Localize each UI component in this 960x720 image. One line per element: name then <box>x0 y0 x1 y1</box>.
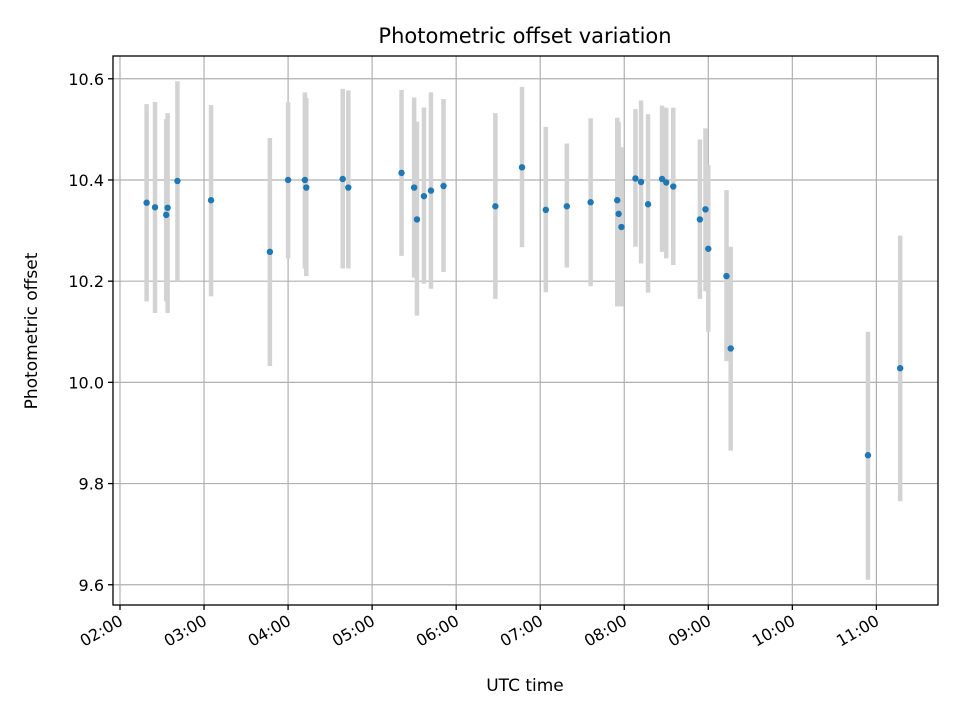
data-point <box>301 176 309 184</box>
data-point <box>644 201 652 208</box>
data-point <box>614 197 621 204</box>
data-point <box>864 452 872 459</box>
data-point <box>163 211 170 219</box>
data-point <box>632 175 639 182</box>
data-point <box>618 223 625 231</box>
chart-title: Photometric offset variation <box>378 24 671 48</box>
data-point <box>413 216 421 223</box>
data-point <box>518 164 526 171</box>
point-layer <box>143 164 904 459</box>
y-tick-label: 9.8 <box>79 475 104 494</box>
data-point <box>723 272 730 280</box>
plot-frame <box>112 55 939 606</box>
data-point <box>542 206 550 214</box>
data-point <box>587 199 594 206</box>
data-point <box>339 175 346 183</box>
data-point <box>696 216 704 223</box>
data-point <box>670 183 677 190</box>
data-point <box>637 178 645 186</box>
data-point <box>663 179 670 186</box>
data-point <box>207 197 215 204</box>
y-axis-label: Photometric offset <box>22 252 42 409</box>
y-tick-label: 10.0 <box>68 373 104 392</box>
data-point <box>345 184 352 191</box>
grid-layer <box>113 56 938 605</box>
data-point <box>615 210 622 218</box>
x-axis-label: UTC time <box>486 676 564 696</box>
data-point <box>164 204 171 211</box>
y-tick-label: 10.2 <box>68 272 104 291</box>
data-point <box>440 182 447 190</box>
data-point <box>410 184 418 191</box>
y-tick-label: 9.6 <box>79 576 104 595</box>
data-point <box>151 204 159 211</box>
data-point <box>702 206 709 213</box>
y-tick-label: 10.4 <box>68 171 104 190</box>
data-point <box>705 245 712 252</box>
data-point <box>727 345 734 352</box>
data-point <box>492 203 499 210</box>
data-point <box>563 203 571 210</box>
data-point <box>266 248 274 256</box>
data-point <box>658 175 666 183</box>
data-point <box>427 187 435 194</box>
data-point <box>143 199 150 206</box>
data-point <box>284 176 292 184</box>
data-point <box>398 169 405 177</box>
data-point <box>420 192 428 200</box>
data-point <box>303 184 310 191</box>
y-tick-label: 10.6 <box>68 70 104 89</box>
data-point <box>896 364 904 372</box>
data-point <box>174 177 181 185</box>
